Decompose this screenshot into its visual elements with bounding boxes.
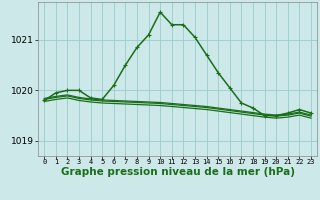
X-axis label: Graphe pression niveau de la mer (hPa): Graphe pression niveau de la mer (hPa) [60,167,295,177]
